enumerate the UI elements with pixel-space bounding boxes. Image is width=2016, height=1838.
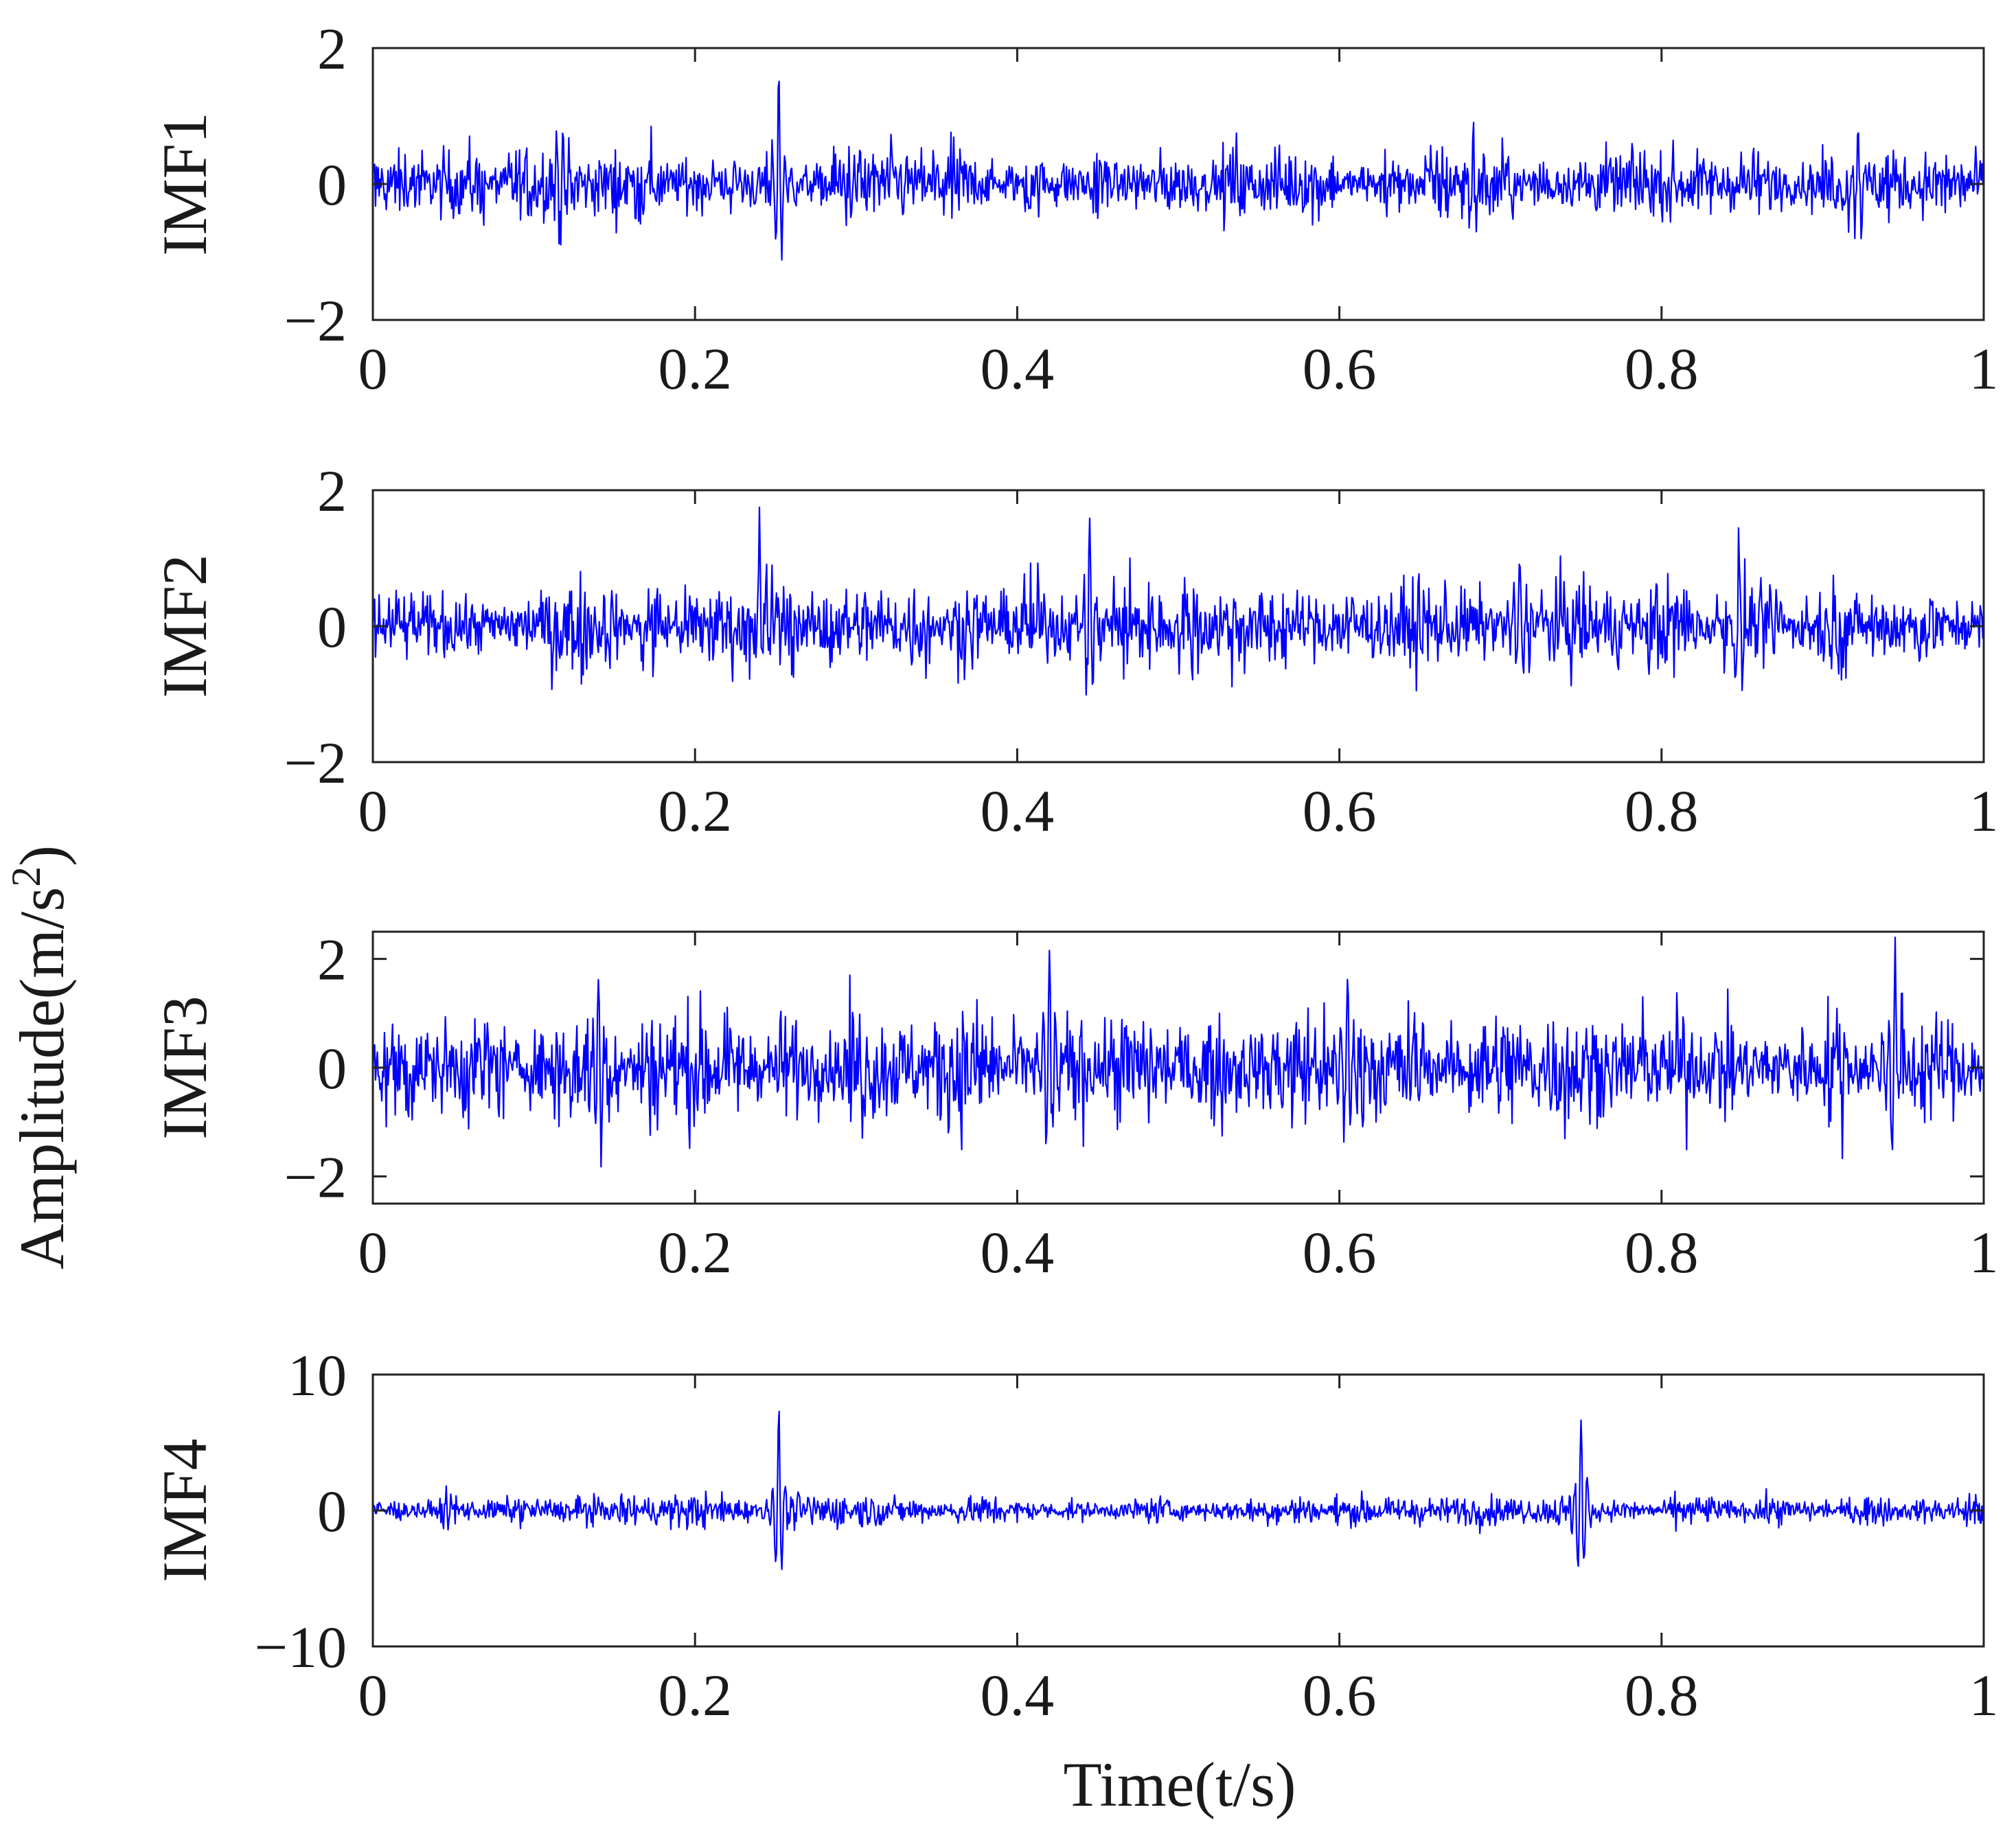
x-tick-label: 0.8 — [1625, 1219, 1699, 1285]
imf1-series-line — [371, 80, 1985, 261]
x-tick-label: 0.6 — [1303, 1219, 1377, 1285]
x-tick-label: 0 — [358, 778, 388, 844]
y-tick-label: 0 — [317, 152, 347, 218]
x-tick-label: 0 — [358, 1219, 388, 1285]
imf2-series-line — [371, 506, 1985, 696]
y-tick-label: 0 — [317, 1035, 347, 1101]
x-tick-label: 0.2 — [658, 336, 732, 402]
y-tick-label: 2 — [317, 458, 347, 524]
x-tick-label: 0.6 — [1303, 336, 1377, 402]
x-tick-label: 0.2 — [658, 1662, 732, 1728]
x-tick-label: 0.6 — [1303, 1662, 1377, 1728]
imf4-ylabel: IMF4 — [150, 1438, 220, 1583]
x-tick-label: 0.2 — [658, 1219, 732, 1285]
figure-xlabel: Time(t/s) — [1063, 1749, 1296, 1819]
y-tick-label: −2 — [284, 1144, 347, 1210]
imf1-ylabel: IMF1 — [150, 112, 220, 256]
x-tick-label: 1 — [1969, 336, 1999, 402]
x-tick-label: 0 — [358, 1662, 388, 1728]
y-tick-label: −10 — [254, 1614, 347, 1680]
imf2-ylabel: IMF2 — [150, 554, 220, 698]
x-tick-label: 0.4 — [981, 778, 1055, 844]
y-tick-label: 0 — [317, 594, 347, 660]
x-tick-label: 1 — [1969, 1219, 1999, 1285]
y-tick-label: 10 — [288, 1342, 347, 1408]
y-tick-label: 2 — [317, 927, 347, 993]
imf3-series-line — [371, 937, 1985, 1168]
x-tick-label: 0.4 — [981, 1219, 1055, 1285]
x-tick-label: 0.6 — [1303, 778, 1377, 844]
x-tick-label: 0.8 — [1625, 336, 1699, 402]
x-tick-label: 0.4 — [981, 1662, 1055, 1728]
x-tick-label: 1 — [1969, 1662, 1999, 1728]
x-tick-label: 0.8 — [1625, 1662, 1699, 1728]
x-tick-label: 0.2 — [658, 778, 732, 844]
x-tick-label: 0.4 — [981, 336, 1055, 402]
x-tick-label: 0 — [358, 336, 388, 402]
imf4-series-line — [371, 1410, 1985, 1570]
y-tick-label: 0 — [317, 1478, 347, 1544]
y-tick-label: 2 — [317, 16, 347, 82]
y-tick-label: −2 — [284, 730, 347, 796]
figure-ylabel: Amplitude(m/s2) — [3, 845, 77, 1270]
imf3-ylabel: IMF3 — [150, 996, 220, 1140]
x-tick-label: 0.8 — [1625, 778, 1699, 844]
y-tick-label: −2 — [284, 288, 347, 354]
x-tick-label: 1 — [1969, 778, 1999, 844]
